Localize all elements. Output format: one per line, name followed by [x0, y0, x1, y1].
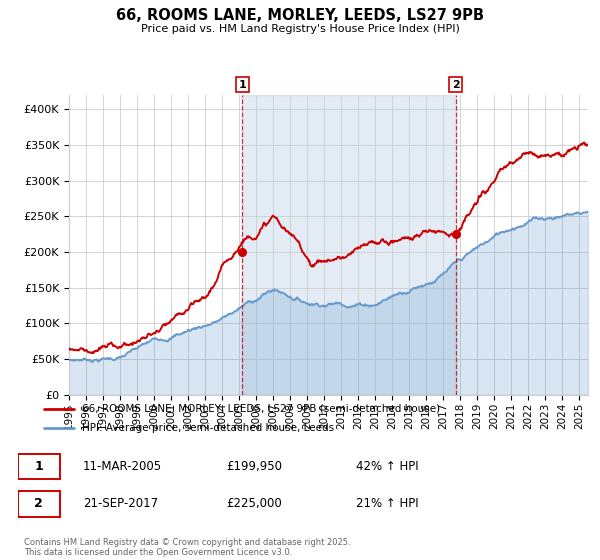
- Text: 66, ROOMS LANE, MORLEY, LEEDS, LS27 9PB: 66, ROOMS LANE, MORLEY, LEEDS, LS27 9PB: [116, 8, 484, 24]
- Text: 1: 1: [34, 460, 43, 473]
- Text: 1: 1: [239, 80, 246, 90]
- Text: 2: 2: [34, 497, 43, 511]
- Text: 11-MAR-2005: 11-MAR-2005: [83, 460, 162, 473]
- Text: HPI: Average price, semi-detached house, Leeds: HPI: Average price, semi-detached house,…: [82, 423, 334, 433]
- Text: 66, ROOMS LANE, MORLEY, LEEDS, LS27 9PB (semi-detached house): 66, ROOMS LANE, MORLEY, LEEDS, LS27 9PB …: [82, 404, 440, 414]
- Bar: [242, 95, 456, 395]
- Text: 2: 2: [452, 80, 460, 90]
- Text: Price paid vs. HM Land Registry's House Price Index (HPI): Price paid vs. HM Land Registry's House …: [140, 24, 460, 34]
- Text: £225,000: £225,000: [227, 497, 283, 511]
- Text: 42% ↑ HPI: 42% ↑ HPI: [356, 460, 419, 473]
- FancyBboxPatch shape: [18, 454, 60, 479]
- FancyBboxPatch shape: [18, 492, 60, 516]
- Text: Contains HM Land Registry data © Crown copyright and database right 2025.
This d: Contains HM Land Registry data © Crown c…: [24, 538, 350, 557]
- Text: 21% ↑ HPI: 21% ↑ HPI: [356, 497, 419, 511]
- Text: 21-SEP-2017: 21-SEP-2017: [83, 497, 158, 511]
- Text: £199,950: £199,950: [227, 460, 283, 473]
